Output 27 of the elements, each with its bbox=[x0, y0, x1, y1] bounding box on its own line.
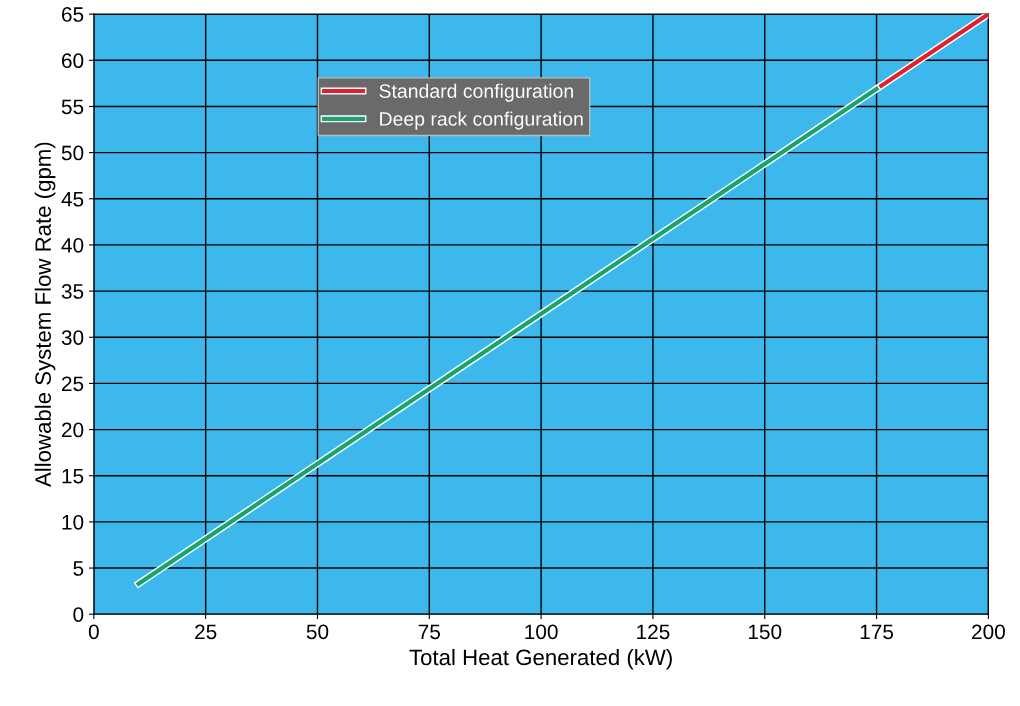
x-tick-label: 175 bbox=[860, 624, 894, 640]
x-tick-label: 75 bbox=[418, 624, 441, 640]
y-tick-label: 5 bbox=[73, 561, 84, 576]
x-tick-label: 150 bbox=[748, 624, 782, 640]
x-tick-label: 100 bbox=[525, 624, 558, 640]
x-tick-label: 125 bbox=[637, 624, 670, 640]
x-axis-title: Total Heat Generated (kW) bbox=[409, 648, 672, 670]
legend-label: Standard configuration bbox=[379, 83, 573, 102]
x-tick-label: 0 bbox=[88, 624, 99, 640]
x-tick-label: 50 bbox=[306, 624, 329, 640]
x-tick-label: 200 bbox=[972, 624, 1005, 640]
y-tick-label: 40 bbox=[61, 237, 84, 253]
y-tick-label: 60 bbox=[62, 53, 84, 69]
y-tick-label: 0 bbox=[73, 607, 84, 622]
y-tick-label: 50 bbox=[61, 145, 84, 161]
y-tick-label: 45 bbox=[61, 191, 84, 207]
y-axis-title: Allowable System Flow Rate (gpm) bbox=[34, 142, 56, 488]
y-tick-label: 30 bbox=[61, 330, 84, 345]
y-tick-label: 10 bbox=[62, 514, 84, 530]
y-tick-label: 35 bbox=[61, 284, 84, 299]
y-tick-label: 15 bbox=[62, 468, 84, 484]
y-tick-label: 65 bbox=[62, 7, 84, 22]
y-tick-label: 20 bbox=[62, 422, 84, 438]
x-tick-label: 25 bbox=[195, 624, 217, 640]
y-tick-label: 25 bbox=[62, 376, 84, 392]
legend-label: Deep rack configuration bbox=[380, 111, 583, 130]
y-tick-label: 55 bbox=[61, 99, 84, 115]
